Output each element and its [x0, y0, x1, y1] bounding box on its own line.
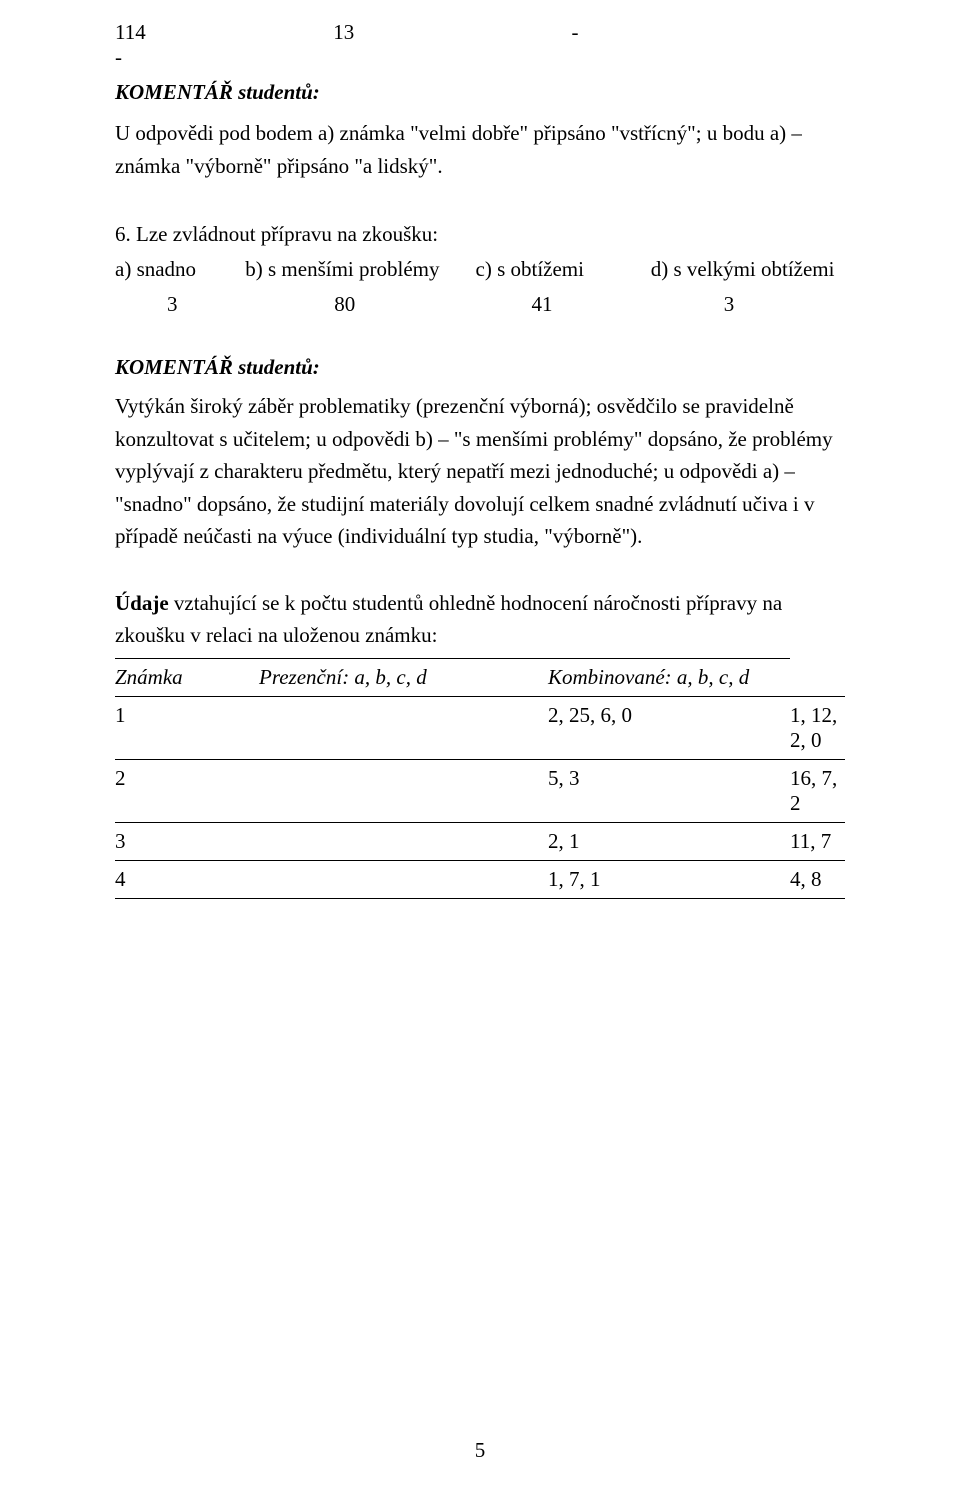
table-row: 1 2, 25, 6, 0 1, 12, 2, 0 — [115, 696, 845, 759]
komentar-text-2: Vytýkán široký záběr problematiky (preze… — [115, 390, 845, 553]
option-d: d) s velkými obtížemi — [651, 257, 835, 282]
question-6-label: 6. Lze zvládnout přípravu na zkoušku: — [115, 222, 845, 247]
cell-spacer — [259, 822, 548, 860]
val-dash1: - — [572, 20, 835, 45]
cell-kombinovane: 4, 8 — [790, 860, 845, 898]
cell-prezencni: 2, 1 — [548, 822, 790, 860]
top-numbers-row: 114 13 - - — [115, 20, 845, 70]
table-row: 2 5, 3 16, 7, 2 — [115, 759, 845, 822]
komentar-heading-1: KOMENTÁŘ studentů: — [115, 80, 845, 105]
cell-kombinovane: 11, 7 — [790, 822, 845, 860]
cell-prezencni: 1, 7, 1 — [548, 860, 790, 898]
udaje-bold: Údaje — [115, 591, 169, 615]
val-dash2: - — [115, 45, 122, 70]
val-114: 114 — [115, 20, 328, 45]
udaje-intro-text: Údaje vztahující se k počtu studentů ohl… — [115, 591, 782, 648]
num-d: 3 — [724, 292, 735, 317]
grades-table: Známka Prezenční: a, b, c, d Kombinované… — [115, 658, 845, 899]
cell-kombinovane: 16, 7, 2 — [790, 759, 845, 822]
option-b: b) s menšími problémy — [245, 257, 470, 282]
option-a: a) snadno — [115, 257, 240, 282]
num-c: 41 — [532, 292, 719, 317]
table-row: 4 1, 7, 1 4, 8 — [115, 860, 845, 898]
udaje-intro: Údaje vztahující se k počtu studentů ohl… — [115, 587, 845, 652]
cell-spacer — [259, 696, 548, 759]
val-13: 13 — [333, 20, 566, 45]
cell-grade: 3 — [115, 822, 259, 860]
th-prezencni: Prezenční: a, b, c, d — [259, 658, 548, 696]
cell-kombinovane: 1, 12, 2, 0 — [790, 696, 845, 759]
table-row: 3 2, 1 11, 7 — [115, 822, 845, 860]
option-c: c) s obtížemi — [476, 257, 646, 282]
cell-prezencni: 2, 25, 6, 0 — [548, 696, 790, 759]
page: 114 13 - - KOMENTÁŘ studentů: U odpovědi… — [0, 0, 960, 1511]
num-b: 80 — [334, 292, 526, 317]
th-kombinovane: Kombinované: a, b, c, d — [548, 658, 790, 696]
cell-grade: 4 — [115, 860, 259, 898]
cell-spacer — [259, 759, 548, 822]
num-a: 3 — [167, 292, 329, 317]
cell-prezencni: 5, 3 — [548, 759, 790, 822]
komentar-heading-2: KOMENTÁŘ studentů: — [115, 355, 845, 380]
th-znamka: Známka — [115, 658, 259, 696]
komentar-text-1: U odpovědi pod bodem a) známka "velmi do… — [115, 117, 845, 182]
cell-grade: 1 — [115, 696, 259, 759]
table-header-row: Známka Prezenční: a, b, c, d Kombinované… — [115, 658, 845, 696]
question-6-options: a) snadno b) s menšími problémy c) s obt… — [115, 257, 845, 282]
question-6-numbers: 3 80 41 3 — [115, 292, 845, 317]
page-number: 5 — [0, 1438, 960, 1463]
cell-spacer — [259, 860, 548, 898]
cell-grade: 2 — [115, 759, 259, 822]
